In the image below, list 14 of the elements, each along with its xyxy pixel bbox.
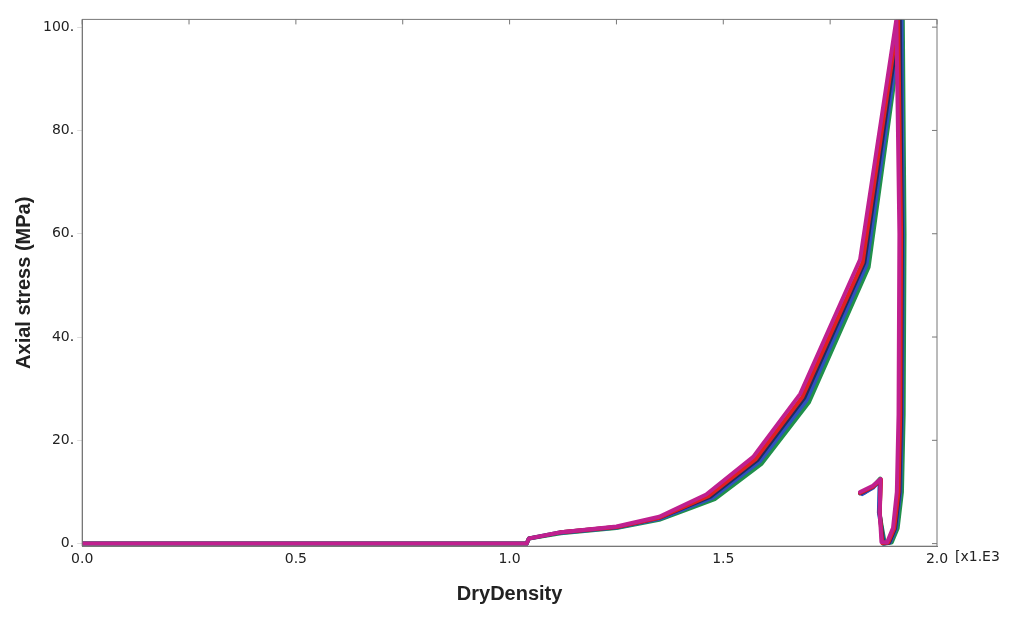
y-tick-label: 100.	[43, 17, 75, 34]
x-tick-label: 0.0	[71, 550, 94, 567]
y-tick-label: 20.	[51, 430, 75, 447]
y-tick-label: 80.	[51, 121, 75, 138]
x-axis-title: DryDensity	[456, 581, 564, 604]
y-tick-label: 0.	[60, 534, 75, 551]
text: [x1.E3	[955, 547, 1000, 564]
x-tick-label: 0.5	[284, 550, 308, 567]
y-axis-title: Axial stress (MPa)	[11, 196, 34, 369]
y-tick-label: 40.	[51, 327, 75, 344]
x-tick-label: 1.5	[712, 550, 735, 567]
x-tick-label: 2.0	[925, 550, 949, 567]
x-tick-label: 1.0	[498, 550, 521, 567]
y-tick-label: 60.	[51, 224, 75, 241]
